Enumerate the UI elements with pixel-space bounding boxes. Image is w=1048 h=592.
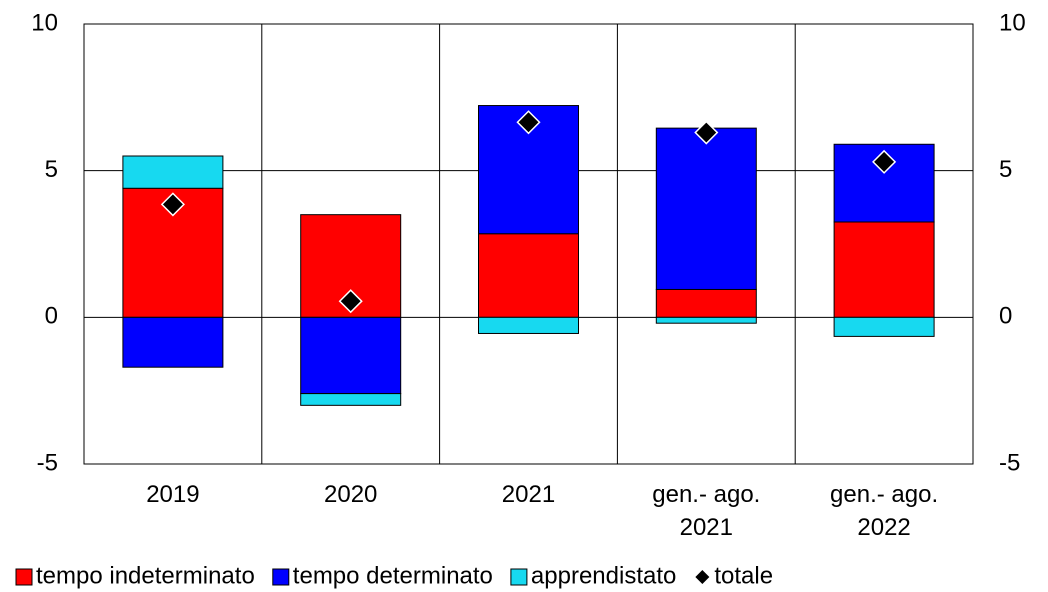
y-tick-label: 5 xyxy=(45,156,58,183)
bar-segment xyxy=(655,288,757,318)
bar-segment xyxy=(122,155,224,189)
bar-segment xyxy=(833,316,935,337)
bar-segment xyxy=(122,316,224,368)
legend-label: tempo indeterminato xyxy=(36,562,255,589)
x-tick-label: gen.- ago. 2022 xyxy=(830,481,938,541)
bar-segment xyxy=(478,233,579,318)
x-tick-label: 2021 xyxy=(502,481,555,508)
x-tick-label: 2020 xyxy=(324,481,377,508)
total-marker xyxy=(160,192,185,217)
legend-swatch xyxy=(272,568,290,586)
y2-tick-label: 5 xyxy=(999,156,1012,183)
legend-label: tempo determinato xyxy=(293,562,493,589)
legend-marker xyxy=(695,570,710,584)
x-tick-label: gen.- ago. 2021 xyxy=(652,481,760,541)
y2-tick-label: 0 xyxy=(999,303,1012,330)
total-marker xyxy=(872,149,897,174)
y-tick-label: 10 xyxy=(31,9,58,36)
x-tick-label: 2019 xyxy=(146,481,199,508)
total-marker xyxy=(338,289,363,314)
bar-segment xyxy=(833,143,935,223)
legend-swatch xyxy=(15,568,33,586)
y2-tick-label: -5 xyxy=(999,449,1020,476)
y-tick-label: 0 xyxy=(45,303,58,330)
bar-segment xyxy=(300,316,402,395)
legend-label: apprendistato xyxy=(531,562,676,589)
bar-segment xyxy=(478,316,579,334)
bar-segment xyxy=(833,221,935,318)
total-marker xyxy=(694,120,719,145)
legend-swatch xyxy=(510,568,528,586)
bar-segment xyxy=(655,127,757,290)
total-marker xyxy=(516,110,541,135)
y2-tick-label: 10 xyxy=(999,9,1026,36)
bar-segment xyxy=(300,393,402,406)
bar-segment xyxy=(655,316,757,324)
y-tick-label: -5 xyxy=(37,449,58,476)
legend-label: totale xyxy=(714,562,773,589)
